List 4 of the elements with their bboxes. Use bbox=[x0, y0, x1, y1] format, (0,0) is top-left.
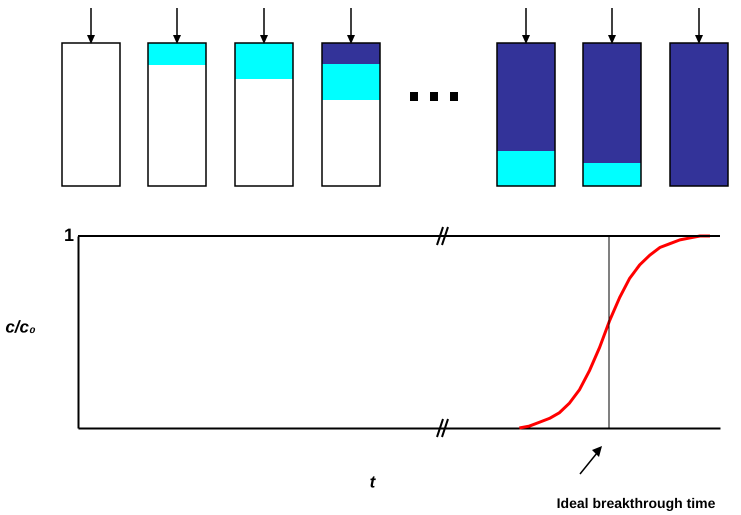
ref-line-label: 1 bbox=[64, 225, 74, 245]
y-axis-title: c/c₀ bbox=[5, 318, 36, 336]
text: Ideal breakthrough time bbox=[556, 495, 716, 511]
x-axis-title: t bbox=[370, 472, 377, 492]
